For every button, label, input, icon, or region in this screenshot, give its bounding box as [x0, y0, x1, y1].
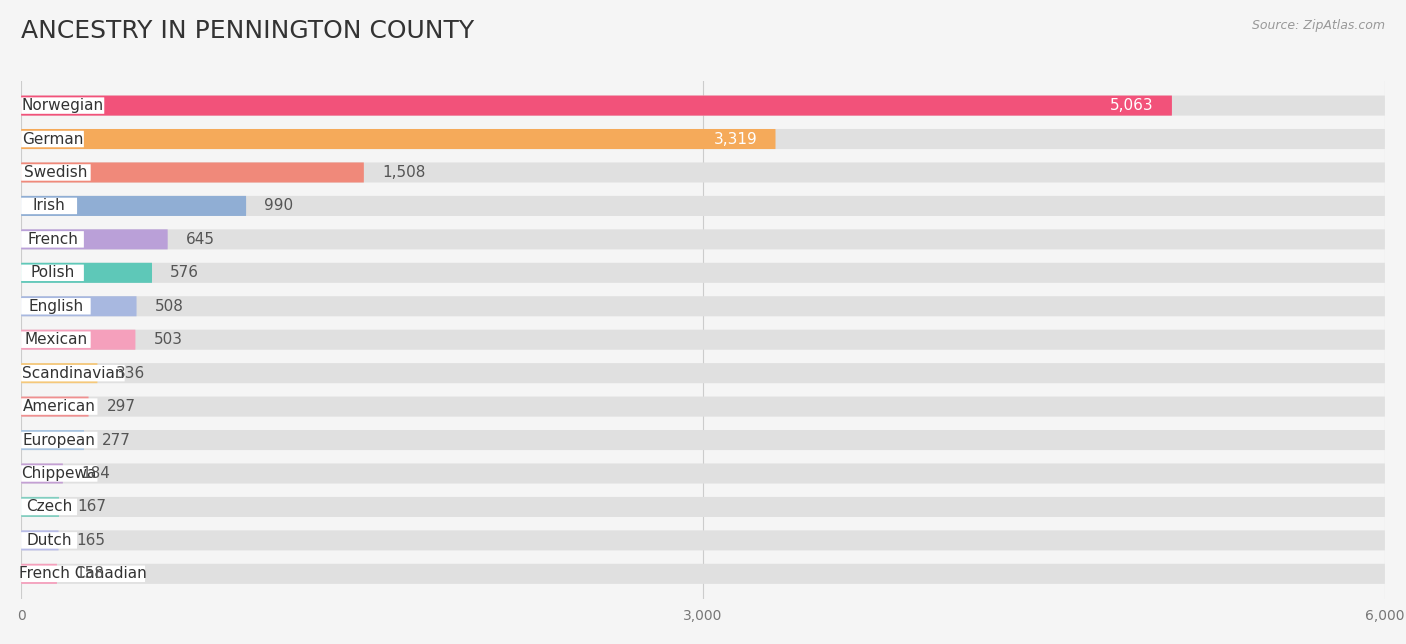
Text: Mexican: Mexican: [24, 332, 87, 347]
Text: 158: 158: [75, 566, 104, 582]
FancyBboxPatch shape: [21, 465, 97, 482]
FancyBboxPatch shape: [21, 129, 1385, 149]
FancyBboxPatch shape: [21, 296, 1385, 316]
FancyBboxPatch shape: [21, 399, 97, 415]
Text: 1,508: 1,508: [382, 165, 426, 180]
FancyBboxPatch shape: [21, 332, 91, 348]
Text: 3,319: 3,319: [714, 131, 758, 147]
FancyBboxPatch shape: [21, 263, 1385, 283]
FancyBboxPatch shape: [21, 365, 125, 381]
FancyBboxPatch shape: [21, 229, 167, 249]
Text: French Canadian: French Canadian: [20, 566, 148, 582]
FancyBboxPatch shape: [21, 229, 1385, 249]
FancyBboxPatch shape: [21, 432, 97, 448]
Text: Czech: Czech: [25, 500, 72, 515]
Text: Polish: Polish: [31, 265, 75, 280]
Text: Norwegian: Norwegian: [21, 98, 104, 113]
Text: 503: 503: [153, 332, 183, 347]
Text: Chippewa: Chippewa: [21, 466, 97, 481]
FancyBboxPatch shape: [21, 464, 1385, 484]
Text: 167: 167: [77, 500, 107, 515]
FancyBboxPatch shape: [21, 430, 84, 450]
FancyBboxPatch shape: [21, 497, 1385, 517]
FancyBboxPatch shape: [21, 565, 145, 582]
FancyBboxPatch shape: [21, 196, 1385, 216]
FancyBboxPatch shape: [21, 363, 97, 383]
Text: Dutch: Dutch: [27, 533, 72, 548]
Text: 645: 645: [186, 232, 215, 247]
Text: 990: 990: [264, 198, 294, 213]
Text: 5,063: 5,063: [1111, 98, 1154, 113]
FancyBboxPatch shape: [21, 564, 58, 584]
FancyBboxPatch shape: [21, 531, 1385, 551]
FancyBboxPatch shape: [21, 131, 84, 147]
FancyBboxPatch shape: [21, 298, 91, 314]
FancyBboxPatch shape: [21, 97, 104, 114]
Text: 165: 165: [77, 533, 105, 548]
FancyBboxPatch shape: [21, 330, 1385, 350]
FancyBboxPatch shape: [21, 296, 136, 316]
FancyBboxPatch shape: [21, 162, 1385, 182]
Text: European: European: [22, 433, 96, 448]
Text: 297: 297: [107, 399, 136, 414]
Text: French: French: [27, 232, 77, 247]
FancyBboxPatch shape: [21, 95, 1385, 116]
FancyBboxPatch shape: [21, 265, 84, 281]
Text: German: German: [22, 131, 83, 147]
Text: Swedish: Swedish: [24, 165, 87, 180]
FancyBboxPatch shape: [21, 397, 1385, 417]
FancyBboxPatch shape: [21, 564, 1385, 584]
FancyBboxPatch shape: [21, 196, 246, 216]
FancyBboxPatch shape: [21, 498, 77, 515]
FancyBboxPatch shape: [21, 330, 135, 350]
FancyBboxPatch shape: [21, 430, 1385, 450]
Text: ANCESTRY IN PENNINGTON COUNTY: ANCESTRY IN PENNINGTON COUNTY: [21, 19, 474, 43]
FancyBboxPatch shape: [21, 363, 1385, 383]
FancyBboxPatch shape: [21, 397, 89, 417]
Text: 184: 184: [82, 466, 110, 481]
Text: English: English: [28, 299, 83, 314]
Text: 576: 576: [170, 265, 200, 280]
Text: 508: 508: [155, 299, 184, 314]
FancyBboxPatch shape: [21, 263, 152, 283]
Text: Source: ZipAtlas.com: Source: ZipAtlas.com: [1251, 19, 1385, 32]
Text: 336: 336: [115, 366, 145, 381]
FancyBboxPatch shape: [21, 231, 84, 247]
FancyBboxPatch shape: [21, 198, 77, 214]
Text: Scandinavian: Scandinavian: [21, 366, 124, 381]
FancyBboxPatch shape: [21, 162, 364, 182]
Text: American: American: [22, 399, 96, 414]
FancyBboxPatch shape: [21, 164, 91, 181]
FancyBboxPatch shape: [21, 532, 77, 549]
FancyBboxPatch shape: [21, 531, 59, 551]
FancyBboxPatch shape: [21, 497, 59, 517]
FancyBboxPatch shape: [21, 95, 1173, 116]
Text: Irish: Irish: [32, 198, 66, 213]
FancyBboxPatch shape: [21, 464, 63, 484]
Text: 277: 277: [103, 433, 131, 448]
FancyBboxPatch shape: [21, 129, 776, 149]
